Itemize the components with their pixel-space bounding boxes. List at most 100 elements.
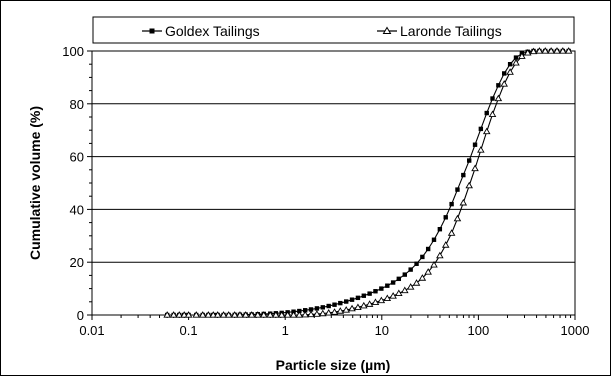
legend-item-laronde: Laronde Tailings: [377, 23, 502, 39]
series-layer: [163, 47, 573, 318]
data-point-laronde: [307, 310, 315, 318]
data-point-laronde: [418, 274, 427, 281]
data-point-laronde: [447, 229, 456, 236]
x-tick-label-100: 100: [468, 323, 490, 338]
data-point-laronde: [342, 306, 350, 313]
data-point-goldex: [490, 96, 495, 101]
data-point-laronde: [301, 310, 309, 318]
data-point-laronde: [494, 94, 503, 102]
data-point-goldex: [414, 261, 419, 266]
legend-label-goldex: Goldex Tailings: [165, 23, 260, 39]
data-point-goldex: [385, 283, 390, 288]
data-point-laronde: [401, 286, 409, 294]
data-point-laronde: [283, 311, 292, 318]
data-point-laronde: [371, 298, 380, 305]
data-point-laronde: [482, 127, 491, 135]
data-point-laronde: [488, 110, 497, 118]
data-point-laronde: [518, 52, 526, 59]
data-point-goldex: [361, 293, 366, 298]
data-point-laronde: [348, 304, 356, 312]
data-point-laronde: [406, 283, 415, 290]
data-point-goldex: [461, 172, 466, 178]
data-point-laronde: [289, 311, 298, 318]
y-tick-label-60: 60: [70, 150, 84, 165]
data-point-laronde: [319, 309, 327, 317]
data-point-goldex: [326, 303, 331, 309]
x-tick-label-1: 1: [282, 323, 289, 338]
y-tick-label-20: 20: [70, 255, 84, 270]
data-point-goldex: [367, 291, 372, 296]
data-point-goldex: [320, 305, 325, 310]
data-point-goldex: [467, 158, 472, 163]
data-point-laronde: [459, 198, 468, 206]
data-point-goldex: [472, 142, 478, 147]
grid-layer: [92, 103, 575, 263]
data-point-goldex: [507, 62, 513, 67]
data-point-laronde: [259, 311, 268, 318]
data-point-laronde: [241, 311, 250, 318]
data-point-goldex: [396, 276, 402, 282]
series-laronde: [163, 47, 573, 318]
axis-layer: 0 20 40 60 80 100 0.01 0.1 1 10 100 1000: [62, 44, 589, 338]
data-point-laronde: [471, 164, 479, 172]
data-point-laronde: [547, 47, 555, 54]
data-point-goldex: [496, 83, 501, 88]
data-point-laronde: [365, 300, 374, 307]
data-point-goldex: [297, 308, 302, 314]
data-point-laronde: [535, 47, 544, 54]
legend-swatch-goldex-marker: [149, 28, 155, 34]
data-point-goldex: [437, 227, 443, 232]
data-point-goldex: [431, 237, 437, 242]
data-point-laronde: [169, 311, 178, 318]
data-point-laronde: [266, 311, 275, 318]
data-point-goldex: [379, 286, 384, 291]
data-point-goldex: [355, 295, 361, 301]
data-point-laronde: [313, 310, 321, 317]
data-point-laronde: [324, 308, 333, 316]
data-point-goldex: [425, 246, 431, 252]
data-point-laronde: [184, 311, 193, 318]
y-axis-title: Cumulative volume (%): [27, 106, 43, 260]
data-point-goldex: [338, 300, 343, 306]
data-point-goldex: [390, 280, 396, 285]
data-point-laronde: [436, 251, 444, 259]
data-point-goldex: [402, 272, 407, 277]
y-tick-label-40: 40: [70, 202, 84, 217]
legend: Goldex Tailings Laronde Tailings: [92, 16, 575, 44]
data-point-goldex: [449, 201, 454, 207]
data-point-laronde: [395, 289, 403, 296]
data-point-laronde: [330, 308, 339, 315]
data-point-laronde: [224, 311, 233, 318]
legend-swatch-laronde-marker: [382, 26, 392, 34]
data-point-laronde: [247, 311, 256, 318]
data-point-laronde: [506, 68, 514, 75]
x-tick-label-10: 10: [375, 323, 389, 338]
data-point-goldex: [478, 126, 484, 132]
data-point-laronde: [360, 301, 368, 309]
data-point-laronde: [192, 311, 201, 318]
data-point-goldex: [455, 187, 460, 192]
data-point-laronde: [209, 311, 218, 318]
data-point-laronde: [465, 181, 473, 189]
data-point-laronde: [198, 311, 207, 318]
data-point-goldex: [443, 215, 448, 220]
data-point-laronde: [230, 311, 239, 318]
data-point-laronde: [163, 311, 171, 318]
series-line-laronde: [167, 50, 569, 316]
y-tick-label-100: 100: [62, 44, 84, 59]
data-point-laronde: [500, 80, 508, 87]
legend-item-goldex: Goldex Tailings: [142, 23, 260, 39]
data-point-laronde: [453, 214, 462, 222]
data-point-goldex: [420, 254, 425, 260]
data-point-laronde: [541, 47, 550, 54]
data-point-laronde: [559, 47, 567, 54]
legend-label-laronde: Laronde Tailings: [400, 23, 502, 39]
data-point-laronde: [219, 311, 228, 318]
data-point-goldex: [308, 307, 314, 312]
y-tick-label-0: 0: [77, 308, 84, 323]
legend-box: [92, 16, 575, 44]
data-point-laronde: [253, 311, 262, 318]
data-point-laronde: [336, 307, 345, 314]
